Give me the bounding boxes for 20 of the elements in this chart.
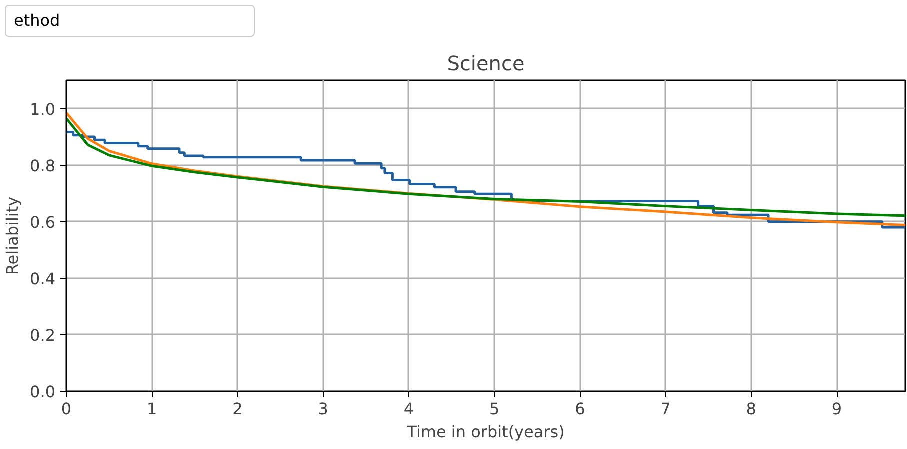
x-axis-title: Time in orbit(years) [406,422,565,442]
x-tick-label: 7 [660,400,671,418]
x-tick-label: 8 [746,400,756,418]
x-tick-label: 0 [61,400,72,418]
y-tick-label: 0.6 [30,212,56,232]
x-tick-label: 1 [147,400,158,418]
chart-title: Science [447,52,525,76]
x-tick-label: 3 [318,400,328,418]
y-tick-label: 0.2 [30,326,56,345]
x-tick-label: 9 [832,400,842,418]
x-tick-label: 2 [232,400,243,418]
x-tick-label: 4 [404,400,414,418]
y-tick-label: 1.0 [30,100,56,119]
y-tick-label: 0.8 [30,156,56,176]
text: ethod [14,10,60,32]
y-tick-label: 0.0 [30,382,56,402]
y-tick-label: 0.4 [30,269,56,288]
x-tick-label: 6 [575,400,586,418]
x-tick-label: 5 [489,400,500,418]
y-axis-title: Reliability [3,196,22,276]
